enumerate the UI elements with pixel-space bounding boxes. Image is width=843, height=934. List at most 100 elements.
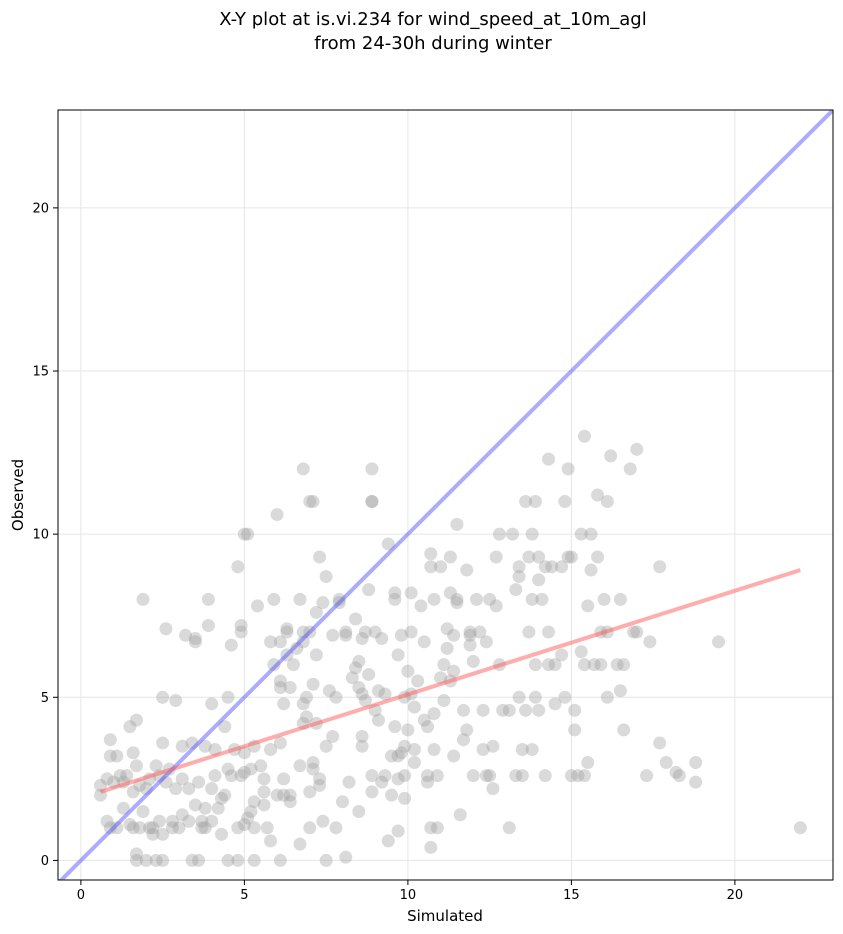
scatter-point [306,756,320,770]
scatter-point [342,775,356,789]
scatter-point [502,821,516,835]
scatter-point [126,785,140,799]
scatter-point [577,658,591,672]
scatter-point [100,814,114,828]
scatter-point [398,791,412,805]
scatter-point [257,785,271,799]
scatter-point [113,769,127,783]
scatter-point [273,635,287,649]
scatter-point [371,713,385,727]
scatter-point [195,814,209,828]
scatter-point [437,694,451,708]
scatter-point [528,690,542,704]
scatter-point [630,625,644,639]
scatter-point [156,853,170,867]
scatter-point [479,635,493,649]
scatter-point [414,599,428,613]
scatter-point [313,772,327,786]
scatter-point [427,742,441,756]
scatter-point [404,586,418,600]
scatter-point [195,821,209,835]
scatter-point [149,759,163,773]
scatter-point [558,690,572,704]
scatter-point [571,769,585,783]
scatter-point [231,560,245,574]
scatter-point [326,628,340,642]
scatter-point [460,723,474,737]
scatter-point [313,550,327,564]
scatter-point [316,814,330,828]
scatter-point [430,769,444,783]
scatter-point [94,778,108,792]
scatter-point [247,795,261,809]
scatter-point [613,592,627,606]
scatter-point [427,707,441,721]
scatter-point [345,671,359,685]
scatter-point [489,550,503,564]
scatter-point [385,749,399,763]
scatter-point [447,749,461,763]
scatter-point [159,622,173,636]
scatter-point [129,759,143,773]
x-tick-label: 5 [240,888,248,903]
scatter-point [548,658,562,672]
scatter-point [234,625,248,639]
scatter-point [378,769,392,783]
scatter-point [218,788,232,802]
scatter-point [126,746,140,760]
scatter-point [538,769,552,783]
scatter-point [653,736,667,750]
scatter-point [532,703,546,717]
scatter-point [519,703,533,717]
scatter-point [535,592,549,606]
scatter-point [280,622,294,636]
scatter-point [172,821,186,835]
scatter-point [270,788,284,802]
scatter-point [793,821,807,835]
scatter-point [600,690,614,704]
scatter-point [296,635,310,649]
scatter-point [522,550,536,564]
scatter-point [476,703,490,717]
scatter-point [182,782,196,796]
scatter-point [375,775,389,789]
scatter-point [512,690,526,704]
scatter-point [398,739,412,753]
x-axis-label: Simulated [407,907,483,925]
x-tick-label: 0 [77,888,85,903]
scatter-point [355,739,369,753]
scatter-point [188,632,202,646]
scatter-point [577,769,591,783]
scatter-point [300,710,314,724]
scatter-point [110,821,124,835]
scatter-point [103,733,117,747]
scatter-point [476,742,490,756]
scatter-point [303,495,317,509]
scatter-point [175,772,189,786]
scatter-point [584,527,598,541]
scatter-point [218,720,232,734]
scatter-point [394,628,408,642]
scatter-point [365,769,379,783]
scatter-point [381,834,395,848]
scatter-point [110,749,124,763]
scatter-point [591,488,605,502]
scatter-point [453,808,467,822]
scatter-point [198,739,212,753]
scatter-point [365,462,379,476]
scatter-point [538,560,552,574]
scatter-point [179,628,193,642]
scatter-point [555,560,569,574]
scatter-point [100,772,114,786]
scatter-point [237,746,251,760]
scatter-point [241,811,255,825]
scatter-point [283,681,297,694]
scatter-point [450,596,464,610]
scatter-point [577,429,591,443]
scatter-point [326,729,340,743]
scatter-point [617,658,631,672]
scatter-point [352,804,366,818]
scatter-point [564,769,578,783]
scatter-point [286,658,300,672]
